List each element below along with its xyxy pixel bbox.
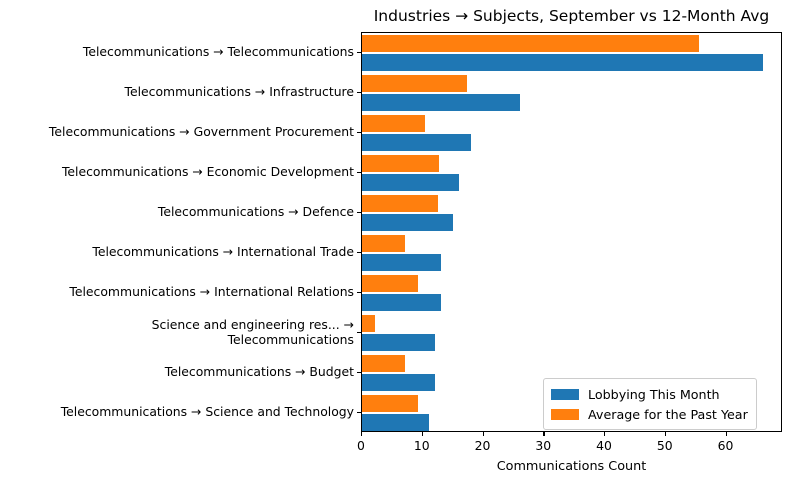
bar-lobbying-this-month [362,254,441,271]
y-tick-label: Telecommunications → Economic Developmen… [61,164,354,179]
y-tick-mark [357,92,361,94]
bar-average-past-year [362,35,699,52]
bar-average-past-year [362,395,419,412]
x-tick-mark [664,432,667,436]
x-tick-label: 30 [535,438,552,453]
x-tick-label: 20 [474,438,491,453]
legend-label: Average for the Past Year [588,406,748,422]
y-tick-mark [357,292,361,294]
legend-label: Lobbying This Month [588,386,720,402]
x-tick-label: 10 [413,438,430,453]
bar-average-past-year [362,115,425,132]
bars-layer [362,33,781,431]
bar-lobbying-this-month [362,294,441,311]
x-axis-label: Communications Count [496,459,647,474]
y-tick-mark [357,52,361,54]
y-tick-mark [357,252,361,254]
bar-lobbying-this-month [362,374,435,391]
y-tick-mark [357,412,361,414]
x-tick-label: 60 [717,438,734,453]
chart-legend: Lobbying This Month Average for the Past… [543,378,757,430]
y-tick-mark [357,132,361,134]
legend-item[interactable]: Lobbying This Month [551,384,748,404]
x-tick-label: 50 [656,438,673,453]
bar-lobbying-this-month [362,134,472,151]
bar-lobbying-this-month [362,94,520,111]
bar-average-past-year [362,75,468,92]
bar-lobbying-this-month [362,414,429,431]
bar-lobbying-this-month [362,334,435,351]
y-tick-label: Telecommunications → Defence [157,204,354,219]
y-tick-label: Telecommunications → Science and Technol… [60,404,354,419]
plot-area [361,32,782,432]
bar-lobbying-this-month [362,214,454,231]
y-tick-mark [357,332,361,334]
x-tick-mark [543,432,545,436]
x-tick-label: 40 [596,438,612,453]
y-tick-mark [357,372,361,374]
y-tick-label: Science and engineering res... → Telecomm… [151,317,354,347]
bar-average-past-year [362,275,418,292]
y-tick-label: Telecommunications → Budget [164,364,354,379]
legend-swatch-average-past-year [551,408,579,420]
bar-average-past-year [362,155,440,172]
y-tick-label: Telecommunications → International Trade [92,244,354,259]
y-tick-label: Telecommunications → Telecommunications [82,44,354,59]
x-tick-mark [361,432,363,436]
x-tick-mark [421,432,424,436]
chart-title: Industries → Subjects, September vs 12-M… [373,7,770,25]
bar-average-past-year [362,355,406,372]
bar-average-past-year [362,195,438,212]
y-tick-mark [357,212,361,214]
y-tick-label: Telecommunications → Infrastructure [124,84,354,99]
x-tick-mark [725,432,727,436]
y-tick-mark [357,172,361,174]
legend-swatch-lobbying-this-month [551,388,579,400]
y-tick-label: Telecommunications → Government Procurem… [48,124,354,139]
y-tick-label: Telecommunications → International Relat… [69,284,354,299]
x-tick-mark [482,432,484,436]
x-tick-mark [604,432,606,436]
bar-lobbying-this-month [362,174,460,191]
bar-average-past-year [362,235,405,252]
legend-item[interactable]: Average for the Past Year [551,404,748,424]
bar-average-past-year [362,315,375,332]
bar-lobbying-this-month [362,54,763,71]
x-tick-label: 0 [357,438,365,453]
